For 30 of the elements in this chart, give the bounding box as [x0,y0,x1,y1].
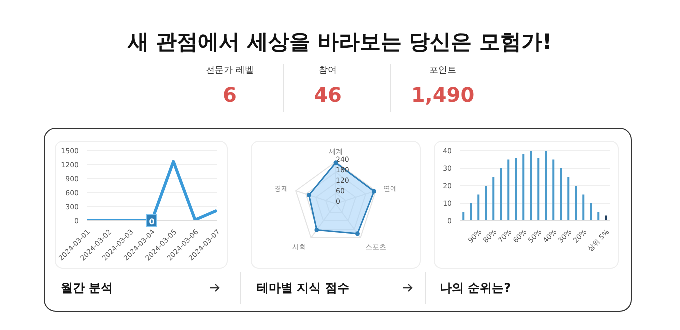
bar [582,194,585,221]
text: 46 [314,83,342,107]
bar [470,204,472,221]
bar [552,160,555,221]
bar [522,154,525,221]
text: 테마별 지식 점수 [257,280,350,297]
bar [545,151,548,221]
bar [478,194,480,221]
bar [598,212,600,221]
text: 새 관점에서 세상을 바라보는 당신은 모험가! [126,29,554,56]
bar [538,158,540,221]
category-label: 전문가 레벨 [205,65,255,77]
bar [508,160,510,221]
bar [560,168,562,221]
bar [568,177,570,221]
bar [530,151,532,221]
bar [590,204,592,221]
data-label: 0 [149,218,156,226]
text: 1,490 [411,83,475,107]
bar [462,212,465,221]
category-label: 참여 [318,65,338,77]
category-label: 포인트 [428,65,458,77]
bar [575,186,578,221]
bar [500,168,502,221]
text: 6 [223,83,237,107]
bar [515,158,518,221]
bar [485,186,488,221]
text: 나의 순위는? [440,280,512,297]
bar [492,177,495,221]
text: 월간 분석 [61,280,114,297]
